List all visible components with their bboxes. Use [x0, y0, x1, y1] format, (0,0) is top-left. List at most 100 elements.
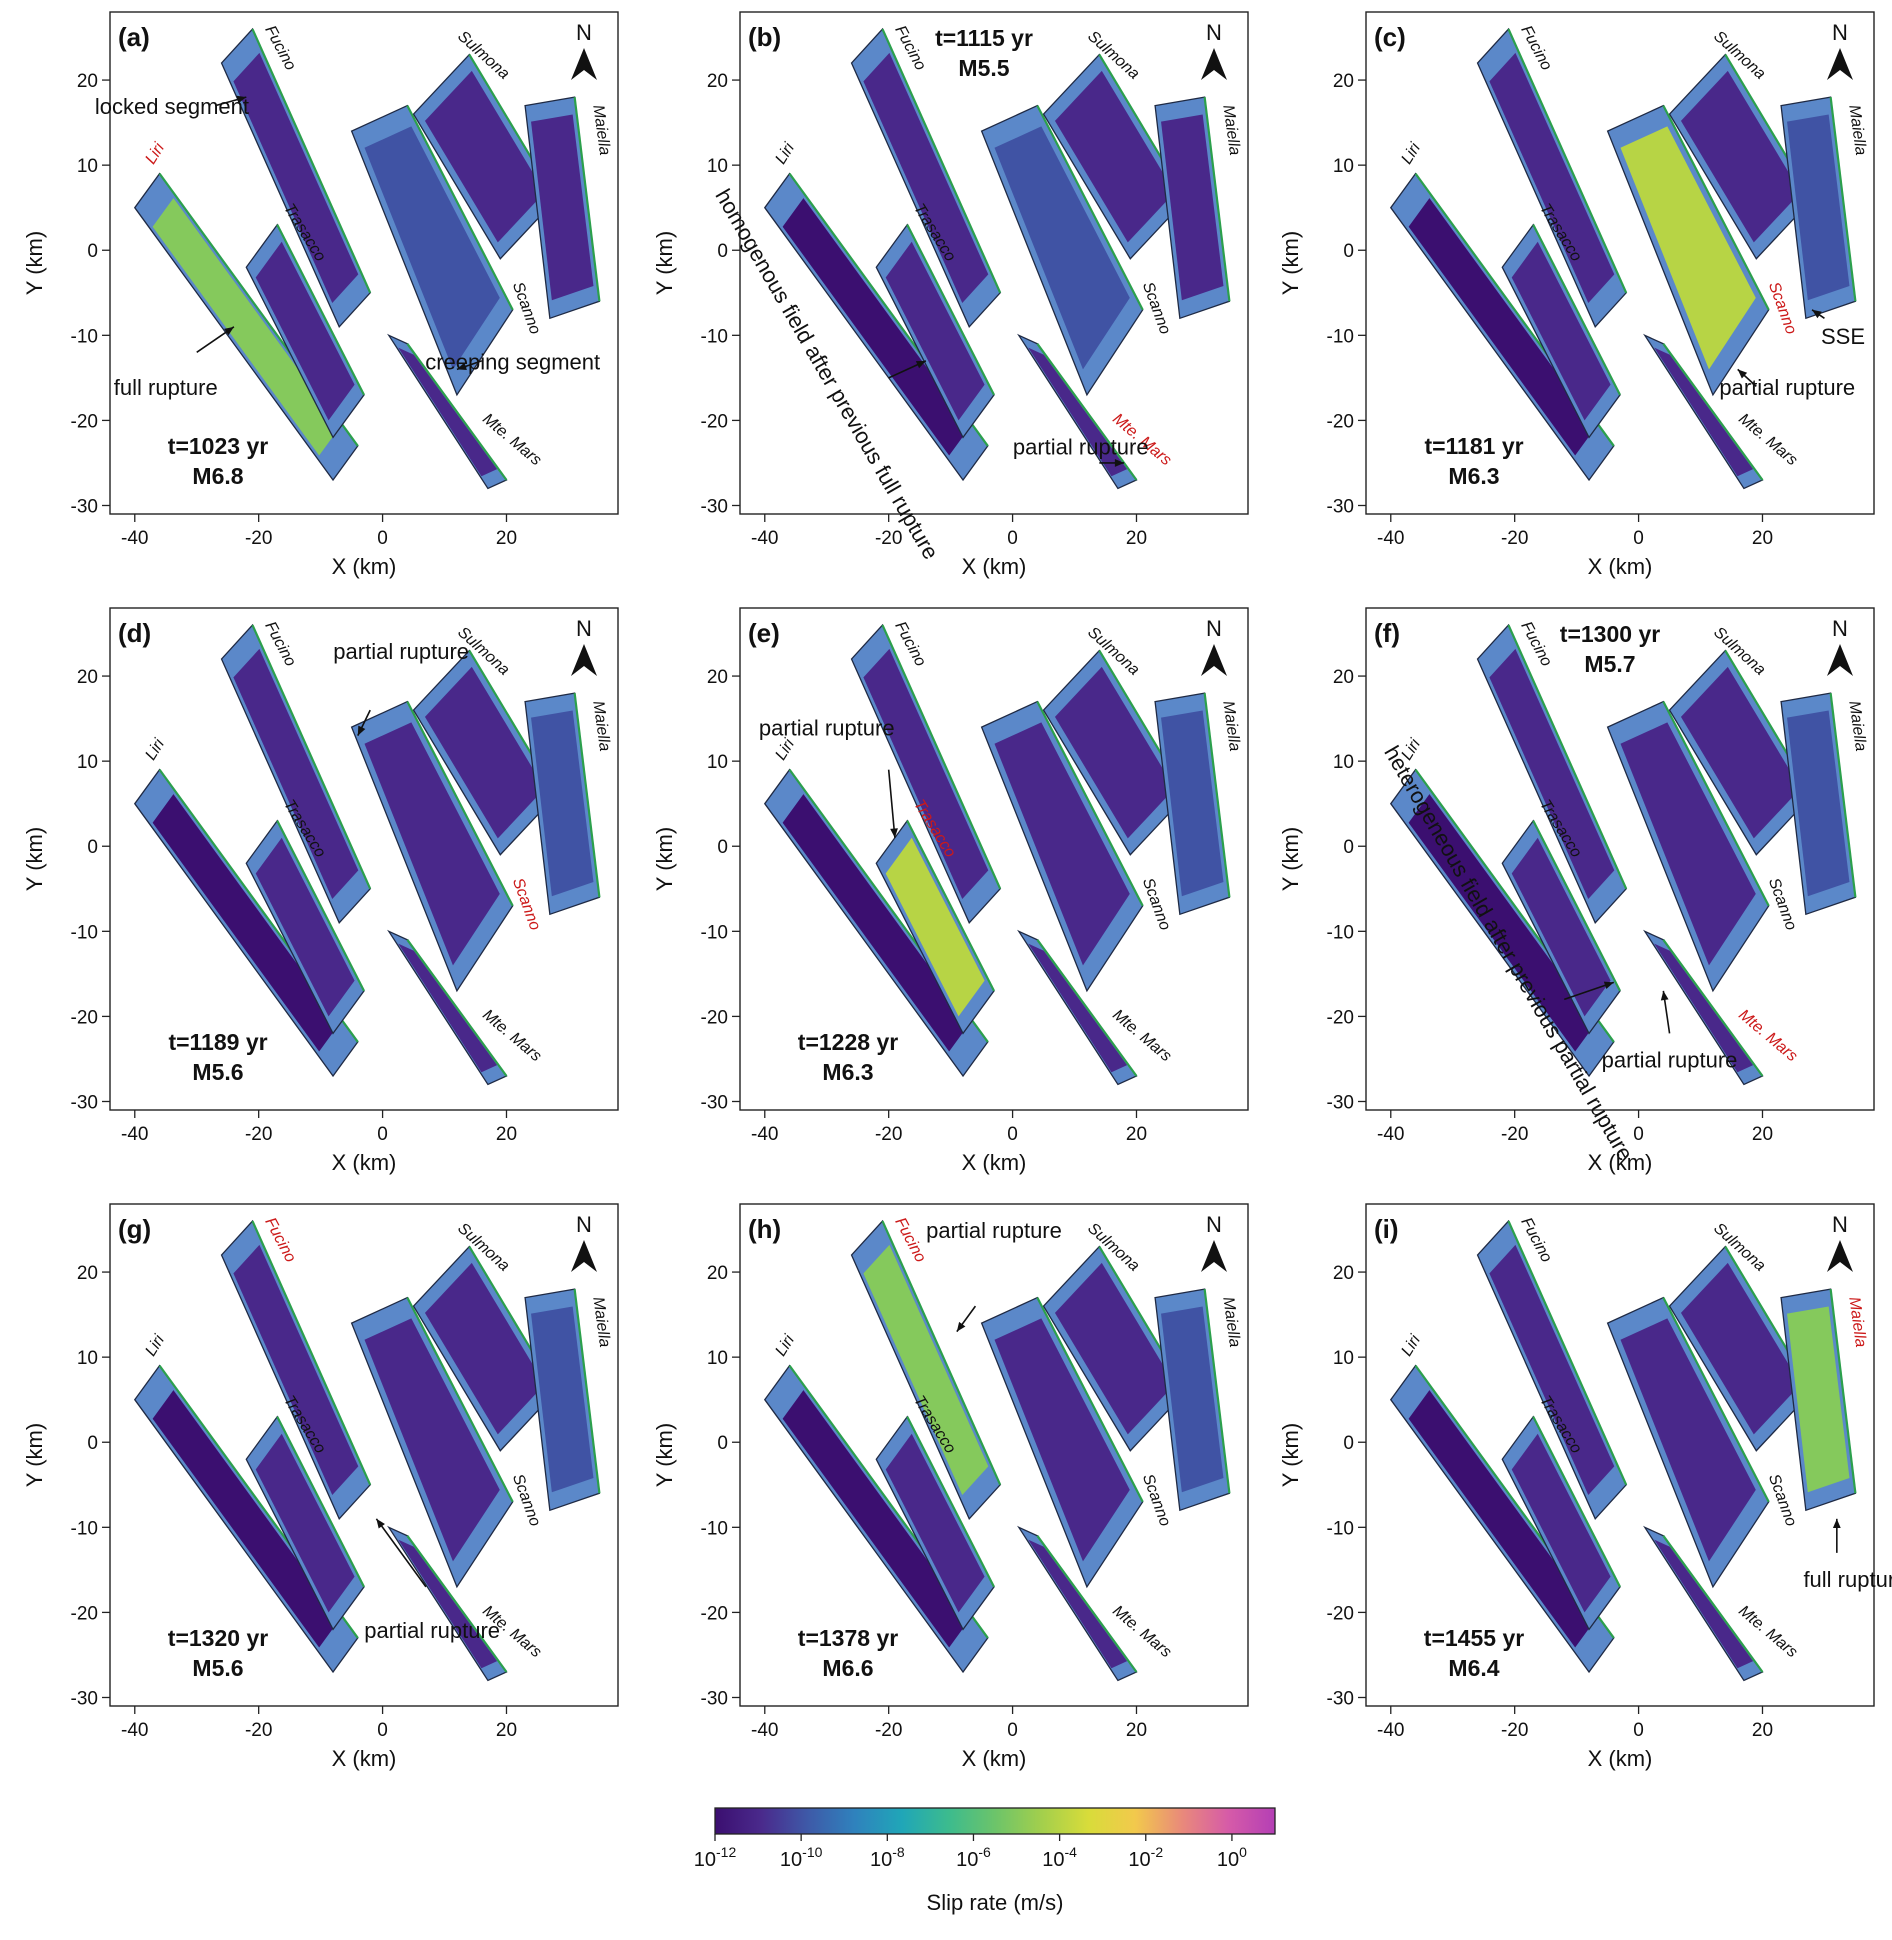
y-tick-label: -20 [1327, 411, 1354, 432]
fault-trasacco-slip [885, 241, 985, 421]
north-arrow-icon [1827, 644, 1853, 676]
fault-scanno-slip [364, 126, 500, 370]
y-tick-label: 10 [1333, 752, 1354, 773]
x-tick-label: 20 [1752, 1720, 1773, 1741]
annotation: partial rupture [1013, 434, 1149, 467]
x-tick-label: -20 [1501, 1124, 1528, 1145]
event-magnitude: M5.7 [1584, 651, 1635, 677]
fault-trasacco-slip [255, 1433, 355, 1613]
y-tick-label: 10 [77, 156, 98, 177]
x-tick-label: -40 [1377, 1124, 1404, 1145]
colorbar-tick-label: 100 [1217, 1844, 1247, 1871]
y-axis-label: Y (km) [652, 1423, 677, 1487]
annotation-arrowhead [376, 1518, 385, 1529]
fault-mtemars-slip [398, 1539, 498, 1669]
fault-liri-slip [782, 1390, 970, 1648]
annotation: creeping segment [425, 349, 600, 374]
event-magnitude: M6.4 [1448, 1655, 1499, 1681]
y-axis-label: Y (km) [1278, 231, 1303, 295]
fault-label-maiella: Maiella [1845, 1296, 1869, 1349]
y-tick-label: 0 [87, 241, 98, 262]
fault-mtemars-trace [1662, 343, 1764, 481]
x-tick-label: 0 [1007, 1720, 1018, 1741]
fault-maiella-slip [1161, 1306, 1224, 1493]
panel-b: 20 10 0 -10 -20 -30 -40 -20 0 20 X (km) Y (km) Fucin… [652, 11, 1249, 579]
y-tick-label: 0 [717, 837, 728, 858]
fault-liri-slip [782, 794, 970, 1052]
panels: 20 10 0 -10 -20 -30 -40 -20 0 20 X (km) Y (km) Fucin… [22, 11, 1892, 1771]
y-tick-label: -20 [701, 1603, 728, 1624]
y-tick-label: 0 [1343, 241, 1354, 262]
fault-sulmona-slip [1680, 1262, 1801, 1435]
annotation-arrowhead [956, 1321, 966, 1332]
fault-maiella-trace [1829, 692, 1857, 898]
x-tick-label: 20 [496, 1720, 517, 1741]
annotation-arrowhead [224, 326, 234, 336]
panel-label: (c) [1374, 22, 1406, 52]
fault-sulmona-slip [1680, 70, 1801, 243]
fault-liri-slip [152, 794, 340, 1052]
fault-trasacco-trace [1532, 224, 1621, 396]
fault-sulmona-slip [1054, 666, 1175, 839]
north-label: N [1832, 20, 1848, 45]
fault-sulmona-slip [424, 666, 545, 839]
y-tick-label: 20 [77, 1263, 98, 1284]
north-arrow-icon [571, 1240, 597, 1272]
fault-mtemars-trace [1662, 939, 1764, 1077]
fault-label-maiella: Maiella [1845, 700, 1869, 753]
fault-map: FucinoLiriTrasaccoScannoSulmonaMaiellaMt… [133, 1215, 613, 1682]
y-tick-label: 20 [77, 71, 98, 92]
fault-fucino-trace [251, 624, 372, 890]
fault-trasacco-trace [906, 224, 995, 396]
x-tick-label: -40 [121, 1720, 148, 1741]
fault-trasacco-trace [276, 224, 365, 396]
x-tick-label: -20 [1501, 528, 1528, 549]
annotation-arrow [887, 769, 896, 838]
y-tick-label: -10 [71, 1518, 98, 1539]
y-tick-label: -20 [71, 411, 98, 432]
north-label: N [1206, 20, 1222, 45]
fault-fucino-trace [1507, 28, 1628, 294]
y-tick-label: 0 [87, 1433, 98, 1454]
fault-fucino-trace [881, 1220, 1002, 1486]
fault-fucino-slip [863, 52, 989, 303]
annotation-text: partial rupture [926, 1218, 1062, 1243]
north-label: N [1832, 616, 1848, 641]
x-tick-label: 0 [1633, 1124, 1644, 1145]
annotation-arrowhead [1660, 990, 1669, 1001]
y-tick-label: -10 [71, 922, 98, 943]
fault-scanno-slip [364, 1318, 500, 1562]
colorbar-tick-label: 10-10 [780, 1844, 823, 1871]
fault-fucino-trace [1507, 1220, 1628, 1486]
annotation: partial rupture [759, 716, 898, 838]
fault-mtemars-slip [1028, 347, 1128, 477]
x-tick-label: 20 [1752, 1124, 1773, 1145]
y-axis-label: Y (km) [1278, 1423, 1303, 1487]
fault-mtemars-trace [406, 1535, 508, 1673]
fault-scanno-slip [994, 722, 1130, 966]
y-tick-label: -10 [701, 922, 728, 943]
fault-maiella-trace [1829, 1288, 1857, 1494]
y-tick-label: -30 [1327, 496, 1354, 517]
fault-maiella-slip [1787, 1306, 1850, 1493]
panel-label: (g) [118, 1214, 151, 1244]
panel-label: (i) [1374, 1214, 1399, 1244]
fault-maiella-slip [1787, 114, 1850, 301]
fault-fucino-slip [1489, 1244, 1615, 1495]
annotation-text: locked segment [95, 94, 249, 119]
fault-liri-slip [152, 1390, 340, 1648]
y-axis-label: Y (km) [22, 1423, 47, 1487]
fault-trasacco-slip [885, 1433, 985, 1613]
north-arrow-icon [1201, 1240, 1227, 1272]
x-tick-label: 0 [1633, 1720, 1644, 1741]
fault-maiella-trace [573, 692, 601, 898]
annotation-arrowhead [890, 828, 898, 838]
fault-scanno-slip [1620, 126, 1756, 370]
y-tick-label: -20 [701, 411, 728, 432]
y-tick-label: 10 [707, 156, 728, 177]
fault-label-maiella: Maiella [1219, 1296, 1243, 1349]
fault-liri-slip [782, 198, 970, 456]
fault-scanno-trace [1036, 1297, 1144, 1503]
north-arrow-icon [1201, 48, 1227, 80]
